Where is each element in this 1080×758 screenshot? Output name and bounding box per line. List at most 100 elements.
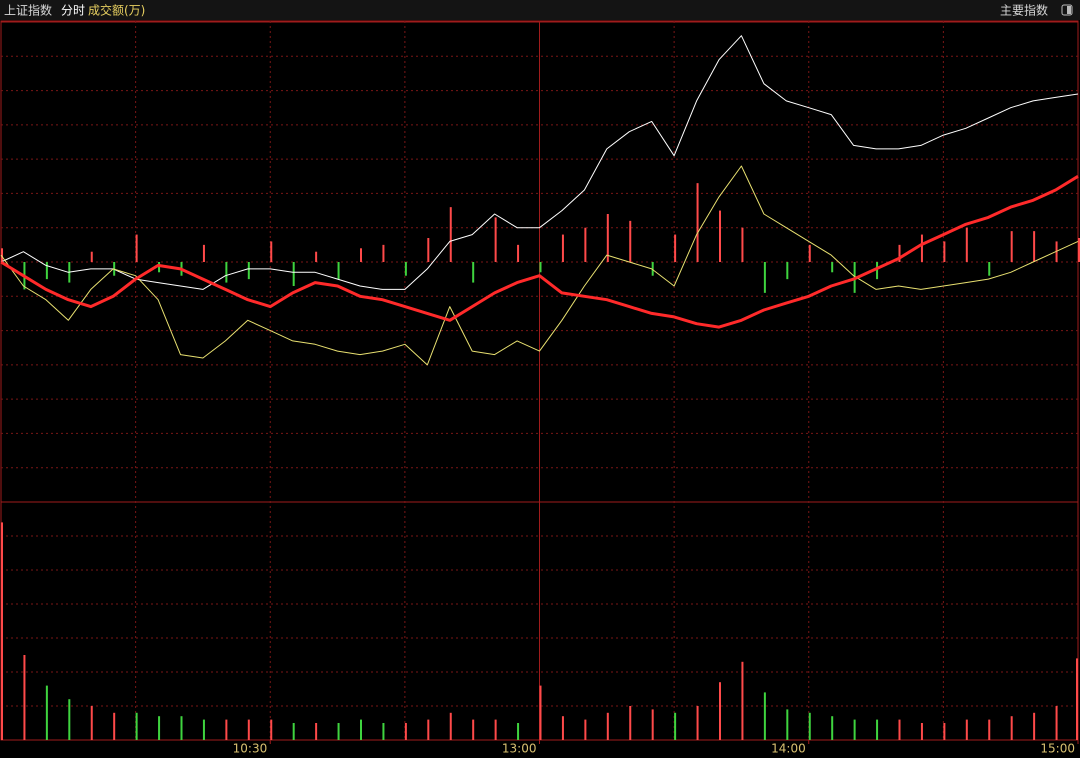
volume-bar bbox=[831, 716, 834, 740]
strength-bar bbox=[247, 262, 250, 280]
strength-bar bbox=[1010, 231, 1013, 262]
series-line bbox=[0, 165, 1079, 366]
volume-bar bbox=[270, 719, 273, 740]
volume-bar bbox=[427, 719, 430, 740]
volume-bar bbox=[853, 719, 856, 740]
strength-bar bbox=[449, 207, 452, 262]
strength-bar bbox=[517, 244, 520, 262]
strength-bar bbox=[965, 227, 968, 262]
strength-bar bbox=[472, 262, 475, 283]
strength-bar bbox=[1033, 231, 1036, 262]
volume-bar bbox=[45, 685, 48, 740]
volume-bar bbox=[674, 712, 677, 740]
volume-bar bbox=[988, 719, 991, 740]
volume-bar bbox=[898, 719, 901, 740]
x-tick-label: 13:00 bbox=[502, 742, 537, 756]
x-tick-label: 14:00 bbox=[771, 742, 806, 756]
strength-bar bbox=[315, 251, 318, 262]
volume-bar bbox=[876, 719, 879, 740]
strength-bar bbox=[427, 238, 430, 262]
strength-bar bbox=[719, 210, 721, 262]
volume-bar bbox=[360, 719, 362, 740]
volume-bar bbox=[382, 723, 385, 740]
volume-bar bbox=[1076, 658, 1078, 740]
strength-bar bbox=[135, 234, 138, 262]
volume-bar bbox=[741, 661, 744, 740]
volume-bar bbox=[449, 712, 452, 740]
strength-bar bbox=[404, 262, 407, 276]
strength-bar bbox=[90, 251, 93, 262]
volume-bar bbox=[113, 712, 116, 740]
strength-bar bbox=[629, 220, 632, 262]
strength-bar bbox=[786, 262, 789, 280]
mode-tab[interactable]: 分时 bbox=[61, 4, 85, 18]
strength-bar bbox=[651, 262, 654, 276]
strength-bar bbox=[494, 217, 497, 262]
strength-bar bbox=[876, 262, 879, 280]
volume-bar bbox=[1010, 716, 1013, 740]
strength-bar bbox=[337, 262, 340, 280]
volume-bar bbox=[247, 719, 250, 740]
volume-bar bbox=[584, 719, 587, 740]
volume-bar bbox=[539, 685, 542, 740]
strength-bar bbox=[584, 227, 587, 262]
volume-bar bbox=[943, 723, 946, 740]
strength-bar bbox=[1078, 238, 1080, 262]
strength-bar bbox=[763, 262, 766, 293]
volume-bar bbox=[719, 682, 721, 740]
volume-bar bbox=[786, 709, 789, 740]
volume-bar bbox=[225, 719, 228, 740]
strength-bar bbox=[45, 262, 48, 280]
volume-bar bbox=[1055, 706, 1058, 740]
series-line bbox=[0, 175, 1079, 329]
volume-bar bbox=[158, 716, 161, 740]
strength-bar bbox=[696, 183, 699, 262]
volume-bar bbox=[517, 723, 520, 740]
strength-bar bbox=[539, 262, 542, 273]
volume-bar bbox=[337, 723, 340, 740]
volume-bar bbox=[180, 716, 183, 740]
volume-bar bbox=[561, 716, 564, 740]
volume-bar bbox=[965, 719, 968, 740]
series-line bbox=[0, 35, 1079, 290]
x-tick-label: 15:00 bbox=[1040, 742, 1075, 756]
strength-bar bbox=[158, 262, 161, 273]
x-tick-label: 10:30 bbox=[233, 742, 268, 756]
strength-bar bbox=[606, 214, 609, 262]
index-menu[interactable]: 主要指数 bbox=[1000, 3, 1048, 18]
volume-bar bbox=[202, 719, 205, 740]
volume-bar bbox=[651, 709, 654, 740]
volume-bar bbox=[606, 712, 609, 740]
volume-bar bbox=[1, 522, 3, 740]
volume-bar bbox=[135, 712, 138, 740]
volume-bar bbox=[629, 706, 632, 740]
volume-bar bbox=[68, 699, 71, 740]
strength-bar bbox=[270, 241, 273, 262]
volume-bar bbox=[1033, 712, 1036, 740]
strength-bar bbox=[360, 248, 362, 262]
strength-bar bbox=[741, 227, 744, 262]
volume-bar bbox=[808, 712, 811, 740]
strength-bar bbox=[674, 234, 677, 262]
volume-bar bbox=[292, 723, 295, 740]
strength-bar bbox=[561, 234, 564, 262]
volume-bar bbox=[920, 723, 923, 740]
volume-bar bbox=[763, 692, 766, 740]
strength-bar bbox=[943, 241, 946, 262]
volume-bar bbox=[404, 723, 407, 740]
metric-label: 成交额(万) bbox=[88, 3, 145, 18]
volume-bar bbox=[315, 723, 318, 740]
strength-bar bbox=[898, 244, 901, 262]
toggle-icon-fill bbox=[1067, 6, 1071, 14]
toggle-icon[interactable] bbox=[1061, 4, 1073, 16]
volume-bar bbox=[90, 706, 93, 740]
header-bar bbox=[0, 0, 1080, 20]
strength-bar bbox=[202, 244, 205, 262]
volume-bar bbox=[696, 706, 699, 740]
strength-bar bbox=[831, 262, 834, 273]
strength-bar bbox=[382, 244, 385, 262]
volume-bar bbox=[23, 655, 26, 740]
strength-bar bbox=[1, 248, 3, 262]
